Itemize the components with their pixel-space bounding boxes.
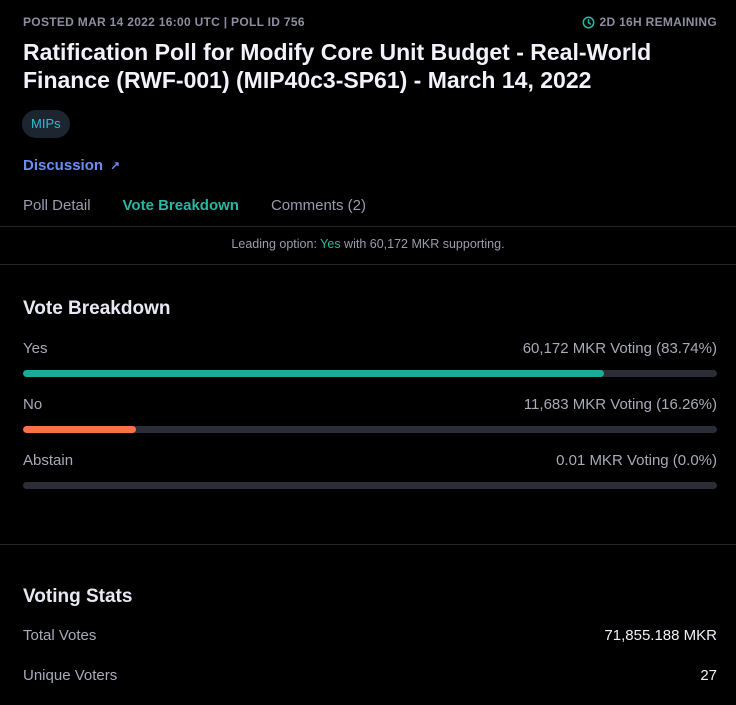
leading-option: Yes [320,237,341,251]
vote-bar-track [23,482,717,489]
section-divider [0,544,736,545]
vote-bar-track [23,370,717,377]
vote-bar-fill-yes [23,370,605,377]
vote-option-no: No 11,683 MKR Voting (16.26%) [23,396,717,433]
voting-stats-title: Voting Stats [23,586,133,607]
vote-bar-track [23,426,717,433]
banner-divider [0,264,736,265]
stat-value: 71,855.188 MKR [604,627,717,644]
vote-option-value: 11,683 MKR Voting (16.26%) [523,396,717,413]
vote-bar-fill-no [23,426,136,433]
leading-suffix: with 60,172 MKR supporting. [340,237,505,251]
vote-option-label: Yes [23,340,48,357]
time-remaining: 2D 16H REMAINING [582,15,718,29]
vote-option-label: Abstain [23,452,74,469]
stat-unique-voters: Unique Voters 27 [23,667,717,684]
vote-option-value: 0.01 MKR Voting (0.0%) [556,452,717,469]
time-remaining-label: 2D 16H REMAINING [599,15,717,29]
arrow-up-right-icon: ↗ [110,158,121,173]
posted-info: POSTED MAR 14 2022 16:00 UTC | POLL ID 7… [23,15,305,29]
discussion-link[interactable]: Discussion ↗ [23,157,120,174]
stat-label: Total Votes [23,627,97,644]
poll-title: Ratification Poll for Modify Core Unit B… [23,39,652,93]
discussion-label: Discussion [23,157,104,174]
tab-vote-breakdown[interactable]: Vote Breakdown [122,197,239,214]
tabs-divider [0,226,736,227]
category-tag-mips[interactable]: MIPs [22,110,70,138]
vote-option-abstain: Abstain 0.01 MKR Voting (0.0%) [23,452,717,489]
stat-label: Unique Voters [23,667,118,684]
vote-option-yes: Yes 60,172 MKR Voting (83.74%) [23,340,717,377]
leading-prefix: Leading option: [231,237,321,251]
vote-option-value: 60,172 MKR Voting (83.74%) [522,340,717,357]
stat-value: 27 [700,667,717,684]
vote-breakdown-title: Vote Breakdown [23,298,171,319]
tab-comments[interactable]: Comments (2) [270,197,366,214]
tab-poll-detail[interactable]: Poll Detail [23,197,91,214]
leading-option-banner: Leading option: Yes with 60,172 MKR supp… [0,237,736,251]
vote-option-label: No [23,396,43,413]
poll-tabs: Poll Detail Vote Breakdown Comments (2) [23,197,366,214]
clock-icon [582,16,594,28]
stat-total-votes: Total Votes 71,855.188 MKR [23,627,717,644]
poll-meta-row: POSTED MAR 14 2022 16:00 UTC | POLL ID 7… [23,14,717,30]
